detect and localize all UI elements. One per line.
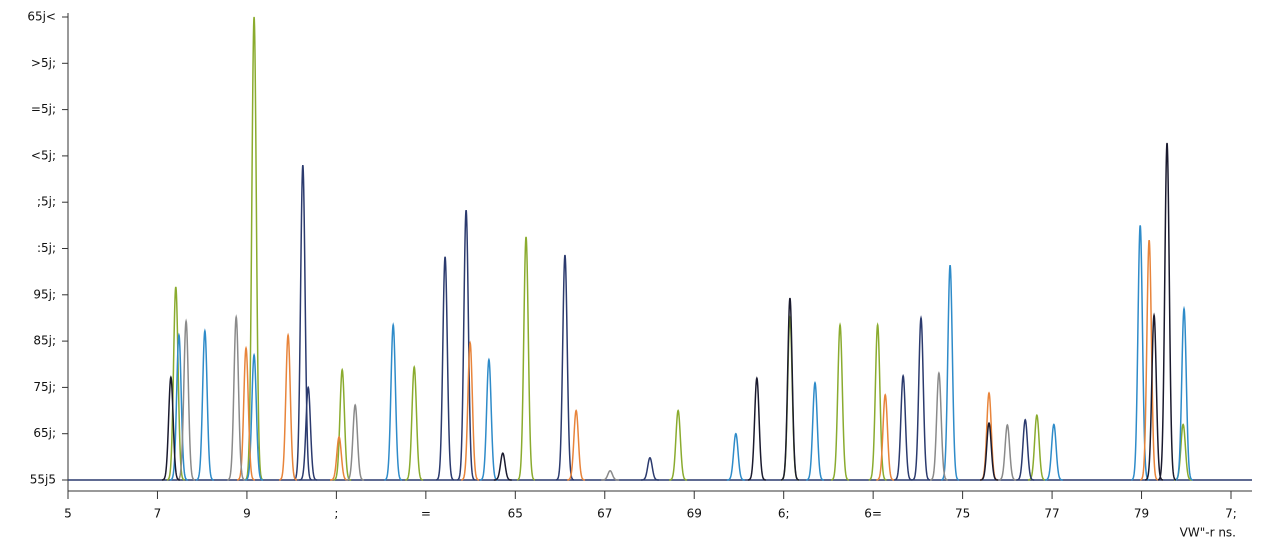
- x-tick-label: ;: [334, 507, 338, 521]
- y-tick-label: 85j;: [33, 334, 56, 348]
- peak: [1131, 225, 1150, 481]
- x-tick-label: 75: [955, 507, 970, 521]
- peak: [1157, 142, 1177, 481]
- y-tick-label: 55j5: [30, 473, 56, 487]
- x-tick-label: 7: [154, 507, 162, 521]
- peak: [780, 315, 800, 481]
- peak: [169, 332, 188, 481]
- peak: [980, 391, 998, 481]
- peak: [567, 409, 586, 481]
- peak: [457, 209, 476, 481]
- peak: [747, 376, 766, 481]
- peak: [601, 469, 620, 481]
- peak: [330, 435, 349, 481]
- peak: [279, 332, 298, 481]
- peak: [980, 421, 998, 481]
- peak: [1174, 305, 1194, 481]
- peak: [555, 254, 575, 481]
- x-tick-label: 6;: [778, 507, 790, 521]
- peak: [998, 423, 1017, 481]
- y-tick-label: 65j;: [33, 426, 56, 440]
- peak: [236, 345, 256, 481]
- x-tick-label: 9: [243, 507, 251, 521]
- peak: [1044, 423, 1063, 481]
- peak: [493, 452, 512, 481]
- peak: [299, 385, 318, 481]
- x-tick-label: =: [421, 507, 431, 521]
- peak: [805, 381, 825, 481]
- y-tick-label: >5j;: [31, 56, 56, 70]
- x-tick-label: 79: [1134, 507, 1149, 521]
- y-tick-label: 75j;: [33, 380, 56, 394]
- peak: [941, 265, 960, 481]
- peak: [161, 375, 180, 481]
- x-tick-label: 7;: [1225, 507, 1237, 521]
- peak: [669, 409, 688, 481]
- peak: [780, 297, 800, 481]
- peak: [516, 236, 536, 481]
- y-tick-label: =5j;: [31, 102, 56, 116]
- peak: [479, 357, 498, 481]
- peak: [868, 322, 887, 481]
- peak: [1027, 413, 1046, 481]
- x-tick-label: 69: [687, 507, 702, 521]
- peak: [1016, 418, 1035, 481]
- peak: [245, 352, 264, 481]
- peak: [876, 393, 895, 481]
- y-tick-label: 95j;: [33, 287, 56, 301]
- peak: [831, 322, 850, 481]
- peak: [726, 432, 745, 481]
- peak: [641, 456, 659, 481]
- x-tick-label: 77: [1044, 507, 1059, 521]
- peak: [461, 340, 480, 481]
- peak: [227, 314, 246, 481]
- peak: [405, 365, 424, 481]
- peak: [929, 371, 948, 481]
- x-tick-label: 67: [597, 507, 612, 521]
- x-tick-label: 6=: [864, 507, 882, 521]
- x-tick-label: 65: [508, 507, 523, 521]
- peak: [384, 322, 403, 481]
- y-tick-label: <5j;: [31, 148, 56, 162]
- peak: [166, 286, 185, 481]
- peak: [333, 367, 352, 481]
- peak: [911, 315, 931, 481]
- peak: [894, 373, 913, 481]
- y-tick-label: 65j<: [27, 10, 56, 24]
- y-tick-label: :5j;: [37, 241, 56, 255]
- x-tick-label: 5: [64, 507, 72, 521]
- peak: [195, 328, 214, 481]
- peak: [177, 318, 196, 481]
- peak: [346, 403, 365, 481]
- peak: [436, 256, 455, 481]
- peak: [293, 165, 312, 481]
- peak: [1140, 240, 1159, 481]
- peak: [244, 16, 264, 481]
- y-tick-label: ;5j;: [37, 195, 56, 209]
- x-axis-label: VW"-r ns.: [1180, 526, 1236, 540]
